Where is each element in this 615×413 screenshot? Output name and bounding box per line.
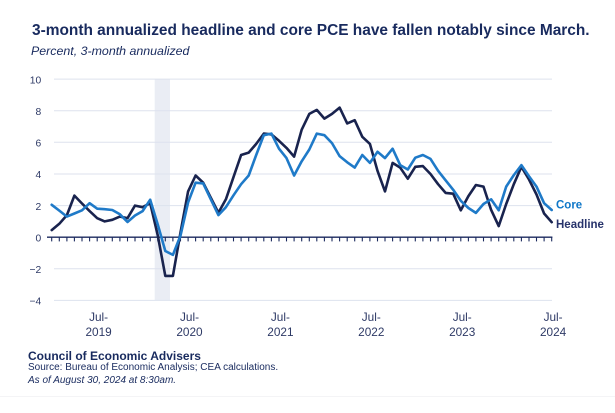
svg-text:Jul-: Jul-	[362, 310, 381, 324]
svg-text:4: 4	[35, 170, 41, 181]
svg-text:10: 10	[30, 75, 42, 86]
svg-text:2022: 2022	[358, 325, 384, 339]
svg-text:2024: 2024	[540, 325, 567, 339]
svg-text:2023: 2023	[449, 325, 476, 339]
svg-text:2021: 2021	[267, 325, 293, 339]
svg-text:Jul-: Jul-	[544, 310, 563, 324]
svg-text:−4: −4	[29, 297, 41, 308]
svg-text:8: 8	[35, 107, 41, 118]
svg-text:0: 0	[35, 233, 41, 244]
svg-text:6: 6	[35, 139, 41, 150]
svg-text:Headline: Headline	[556, 219, 604, 231]
svg-text:2: 2	[35, 202, 41, 213]
svg-text:Jul-: Jul-	[89, 310, 108, 324]
svg-text:Jul-: Jul-	[453, 310, 472, 324]
svg-text:2020: 2020	[176, 325, 203, 339]
svg-text:−2: −2	[29, 265, 41, 276]
svg-text:Jul-: Jul-	[180, 310, 199, 324]
svg-text:Core: Core	[556, 199, 582, 211]
svg-text:Jul-: Jul-	[271, 310, 290, 324]
svg-text:2019: 2019	[85, 325, 111, 339]
